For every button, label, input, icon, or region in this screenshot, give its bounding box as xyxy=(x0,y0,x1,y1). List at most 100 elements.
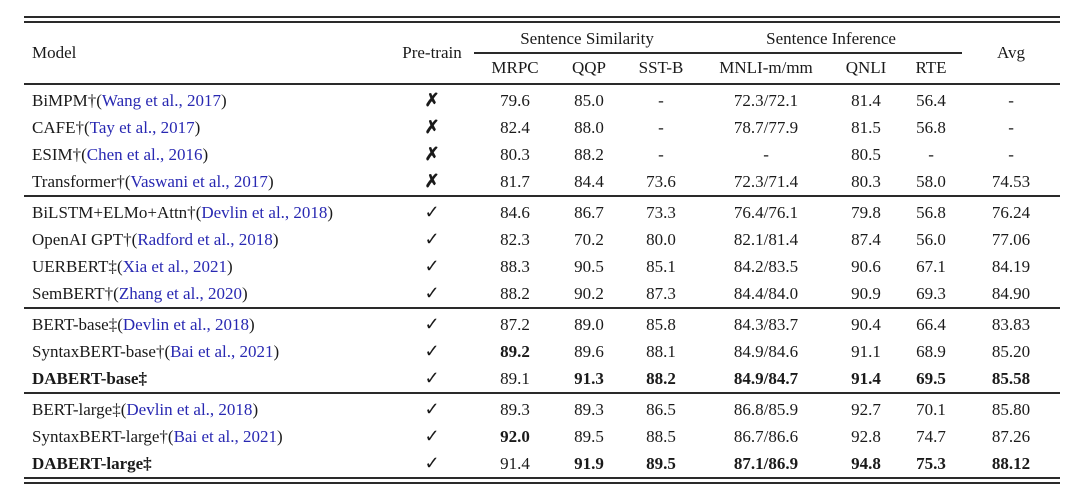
pretrain-cell: ✓ xyxy=(390,226,474,253)
score-cell-qnli: 81.4 xyxy=(851,91,881,110)
results-table-container: Model Pre-train Sentence Similarity Sent… xyxy=(24,16,1061,484)
model-name: OpenAI GPT† xyxy=(32,230,132,249)
score-cell-avg: 74.53 xyxy=(991,172,1031,191)
model-name: BERT-large‡ xyxy=(32,400,121,419)
pretrain-cell: ✓ xyxy=(390,196,474,226)
score-cell-mnli: - xyxy=(763,145,769,164)
pretrain-cell: ✓ xyxy=(390,365,474,393)
column-header-pretrain: Pre-train xyxy=(402,43,462,62)
pretrain-cell: ✓ xyxy=(390,280,474,308)
citation-link[interactable]: Radford et al., 2018 xyxy=(137,230,273,249)
score-cell-qqp: 88.2 xyxy=(574,145,604,164)
score-cell-qqp: 91.9 xyxy=(574,454,604,473)
citation-link[interactable]: Devlin et al., 2018 xyxy=(126,400,253,419)
citation-link[interactable]: Zhang et al., 2020 xyxy=(118,284,243,303)
score-cell-mrpc: 81.7 xyxy=(500,172,530,191)
citation-link[interactable]: Xia et al., 2021 xyxy=(122,257,227,276)
model-cell: Transformer†(Vaswani et al., 2017) xyxy=(32,172,274,191)
score-cell-avg: 85.20 xyxy=(991,342,1031,361)
score-cell-qnli: 80.3 xyxy=(851,172,881,191)
model-name: BiMPM† xyxy=(32,91,97,110)
score-cell-rte: 68.9 xyxy=(916,342,946,361)
score-cell-sstb: - xyxy=(658,91,664,110)
table-row: BiMPM†(Wang et al., 2017) ✗ 79.6 85.0 - 72.3/… xyxy=(24,84,1060,114)
table-row: Transformer†(Vaswani et al., 2017) ✗ 81.7 8… xyxy=(24,168,1060,196)
model-cell: BERT-large‡(Devlin et al., 2018) xyxy=(32,400,259,419)
pretrain-check-icon: ✓ xyxy=(424,283,440,303)
pretrain-check-icon: ✓ xyxy=(424,314,440,334)
citation-link[interactable]: Devlin et al., 2018 xyxy=(122,315,249,334)
pretrain-cell: ✗ xyxy=(390,168,474,196)
model-cell: ESIM†(Chen et al., 2016) xyxy=(32,145,209,164)
results-table: Model Pre-train Sentence Similarity Sent… xyxy=(24,23,1061,477)
pretrain-check-icon: ✓ xyxy=(424,453,440,473)
score-cell-qnli: 94.8 xyxy=(851,454,881,473)
citation-link[interactable]: Bai et al., 2021 xyxy=(170,342,274,361)
table-row: CAFE†(Tay et al., 2017) ✗ 82.4 88.0 - 78.7/77… xyxy=(24,114,1060,141)
pretrain-check-icon: ✓ xyxy=(424,341,440,361)
column-group-sentence-inference: Sentence Inference xyxy=(700,23,963,54)
model-cell: SemBERT†(Zhang et al., 2020) xyxy=(32,284,248,303)
table-group-3: BERT-base‡(Devlin et al., 2018) ✓ 87.2 89.0… xyxy=(24,308,1061,393)
citation-link[interactable]: Tay et al., 2017 xyxy=(89,118,195,137)
citation-link[interactable]: Bai et al., 2021 xyxy=(173,427,277,446)
score-cell-qnli: 91.4 xyxy=(851,369,881,388)
score-cell-qqp: 70.2 xyxy=(574,230,604,249)
model-name: UERBERT‡ xyxy=(32,257,117,276)
model-name: SemBERT† xyxy=(32,284,114,303)
citation-link[interactable]: Vaswani et al., 2017 xyxy=(130,172,268,191)
column-header-sstb: SST-B xyxy=(638,58,684,77)
pretrain-cell: ✓ xyxy=(390,338,474,365)
score-cell-qnli: 92.8 xyxy=(851,427,881,446)
score-cell-qqp: 89.0 xyxy=(574,315,604,334)
column-header-rte: RTE xyxy=(915,58,947,77)
score-cell-qqp: 89.6 xyxy=(574,342,604,361)
score-cell-mrpc: 79.6 xyxy=(500,91,530,110)
score-cell-qqp: 91.3 xyxy=(574,369,604,388)
score-cell-qnli: 80.5 xyxy=(851,145,881,164)
score-cell-avg: 85.58 xyxy=(991,369,1031,388)
score-cell-mrpc: 91.4 xyxy=(500,454,530,473)
pretrain-cell: ✗ xyxy=(390,141,474,168)
score-cell-rte: 69.3 xyxy=(916,284,946,303)
pretrain-cell: ✓ xyxy=(390,308,474,338)
column-header-mnli: MNLI-m/mm xyxy=(719,58,813,77)
pretrain-cross-icon: ✗ xyxy=(424,117,440,137)
pretrain-check-icon: ✓ xyxy=(424,399,440,419)
pretrain-cell: ✓ xyxy=(390,393,474,423)
score-cell-avg: 76.24 xyxy=(991,203,1031,222)
score-cell-avg: 84.90 xyxy=(991,284,1031,303)
model-cell: CAFE†(Tay et al., 2017) xyxy=(32,118,201,137)
score-cell-qnli: 90.9 xyxy=(851,284,881,303)
score-cell-mnli: 76.4/76.1 xyxy=(733,203,799,222)
score-cell-avg: - xyxy=(1008,145,1014,164)
score-cell-sstb: 86.5 xyxy=(646,400,676,419)
table-row: SyntaxBERT-large†(Bai et al., 2021) ✓ 92.0… xyxy=(24,423,1060,450)
pretrain-cross-icon: ✗ xyxy=(424,144,440,164)
pretrain-check-icon: ✓ xyxy=(424,426,440,446)
score-cell-qqp: 86.7 xyxy=(574,203,604,222)
model-name: SyntaxBERT-large† xyxy=(32,427,168,446)
score-cell-mrpc: 88.2 xyxy=(500,284,530,303)
score-cell-qnli: 79.8 xyxy=(851,203,881,222)
citation-link[interactable]: Devlin et al., 2018 xyxy=(201,203,328,222)
pretrain-check-icon: ✓ xyxy=(424,229,440,249)
model-name: DABERT-large‡ xyxy=(32,454,152,473)
score-cell-avg: - xyxy=(1008,118,1014,137)
pretrain-cross-icon: ✗ xyxy=(424,90,440,110)
score-cell-mnli: 72.3/71.4 xyxy=(733,172,799,191)
score-cell-rte: 56.8 xyxy=(916,118,946,137)
score-cell-sstb: 87.3 xyxy=(646,284,676,303)
column-header-mrpc: MRPC xyxy=(491,58,539,77)
score-cell-sstb: 85.8 xyxy=(646,315,676,334)
score-cell-mnli: 84.9/84.6 xyxy=(733,342,799,361)
model-cell: UERBERT‡(Xia et al., 2021) xyxy=(32,257,233,276)
score-cell-qnli: 90.4 xyxy=(851,315,881,334)
score-cell-sstb: 85.1 xyxy=(646,257,676,276)
table-group-2: BiLSTM+ELMo+Attn†(Devlin et al., 2018) ✓ 8… xyxy=(24,196,1061,308)
citation-link[interactable]: Chen et al., 2016 xyxy=(86,145,203,164)
score-cell-mnli: 72.3/72.1 xyxy=(733,91,799,110)
citation-link[interactable]: Wang et al., 2017 xyxy=(101,91,221,110)
score-cell-rte: 66.4 xyxy=(916,315,946,334)
column-header-avg: Avg xyxy=(997,43,1026,62)
